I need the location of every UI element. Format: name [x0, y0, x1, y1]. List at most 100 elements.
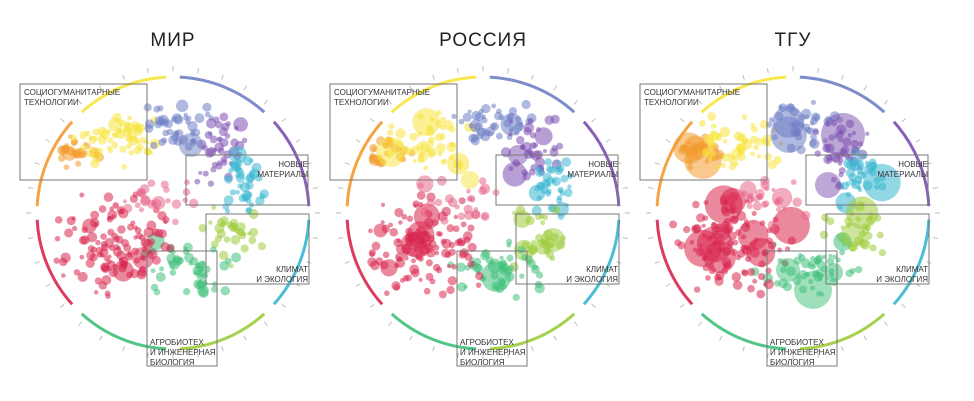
bubble: [737, 144, 746, 154]
bubble: [202, 265, 211, 274]
bubble: [182, 188, 191, 196]
bubble: [491, 103, 497, 109]
ring-tick: [355, 139, 361, 143]
bubble: [857, 180, 863, 185]
bubble: [777, 247, 783, 253]
bubble: [169, 269, 177, 276]
bubble: [75, 160, 82, 167]
bubble: [207, 180, 215, 187]
bubble: [89, 253, 98, 262]
bubble: [115, 235, 124, 244]
bubble: [513, 210, 531, 228]
bubble: [395, 252, 405, 262]
bubble: [535, 165, 542, 172]
bubble: [112, 263, 118, 270]
bubble: [150, 141, 158, 150]
label-climate: КЛИМАТ И ЭКОЛОГИЯ: [256, 265, 308, 284]
bubble: [535, 213, 543, 221]
ring-tick: [719, 335, 723, 341]
bubble: [226, 221, 234, 229]
ring-tick: [34, 261, 40, 264]
bubble: [771, 187, 776, 192]
ring-tick: [901, 118, 906, 123]
bubble: [480, 251, 490, 261]
bubble: [441, 248, 451, 258]
ring-tick: [926, 162, 932, 165]
bubble: [464, 253, 473, 261]
bubble: [89, 146, 96, 153]
ring-segment: [272, 219, 311, 306]
bubble: [807, 260, 817, 270]
bubble: [757, 272, 765, 281]
bubble: [448, 241, 456, 249]
bubble: [115, 128, 126, 140]
ring-tick: [78, 100, 83, 105]
bubble: [434, 133, 443, 142]
bubble: [194, 113, 205, 124]
ring-tick: [863, 85, 867, 91]
bubble: [784, 246, 791, 252]
bubble: [117, 225, 126, 234]
bubble-map: [639, 66, 940, 367]
bubble: [434, 220, 439, 226]
ring-tick: [60, 303, 65, 308]
bubble: [753, 144, 760, 151]
ring-tick: [817, 68, 820, 74]
bubble: [198, 224, 208, 233]
ring-tick: [616, 162, 622, 165]
bubble: [218, 127, 228, 137]
bubble: [223, 195, 234, 206]
frame-agro: [766, 250, 838, 367]
ring-segment: [700, 312, 787, 351]
bubble: [864, 160, 871, 167]
bubble: [380, 259, 398, 277]
label-agro: АГРОБИОТЕХ И ИНЖЕНЕРНАЯ БИОЛОГИЯ: [150, 338, 216, 367]
bubble: [188, 198, 199, 209]
bubble: [106, 145, 112, 151]
bubble: [126, 252, 133, 258]
ring-tick: [698, 321, 703, 326]
bubble: [144, 119, 155, 129]
ring-segment: [179, 75, 266, 114]
bubble: [512, 210, 517, 216]
ring-tick: [409, 335, 413, 341]
bubble: [183, 288, 191, 296]
bubble: [810, 133, 817, 141]
bubble-large: [776, 258, 800, 282]
bubble: [230, 235, 241, 245]
bubble: [707, 112, 716, 121]
bubble: [406, 215, 414, 222]
bubble: [446, 285, 455, 295]
bubble: [54, 216, 63, 224]
bubble: [183, 112, 188, 117]
bubble: [234, 125, 239, 131]
bubble: [100, 262, 110, 273]
ring-tick: [680, 303, 685, 308]
bubble: [436, 143, 446, 153]
ring-tick: [680, 118, 685, 123]
bubble: [669, 220, 678, 229]
bubble: [542, 148, 547, 154]
bubble: [210, 246, 217, 253]
bubble: [220, 159, 228, 166]
bubble: [515, 116, 521, 123]
bubble: [736, 211, 747, 221]
bubble: [805, 126, 812, 134]
bubble: [698, 119, 706, 127]
bubble: [212, 147, 218, 153]
bubble: [704, 150, 710, 156]
bubble: [184, 179, 190, 186]
bubble: [775, 206, 782, 213]
ring-tick: [263, 321, 268, 326]
ring-tick: [432, 346, 435, 352]
bubble: [440, 238, 447, 245]
bubble: [425, 272, 434, 281]
bubble: [210, 166, 217, 173]
label-materials: НОВЫЕ МАТЕРИАЛЫ: [257, 160, 308, 179]
bubble: [202, 102, 212, 112]
bubble: [432, 263, 441, 272]
ring-tick: [45, 139, 51, 143]
bubble: [546, 165, 554, 173]
bubble: [218, 250, 229, 261]
bubble-large: [179, 133, 203, 157]
